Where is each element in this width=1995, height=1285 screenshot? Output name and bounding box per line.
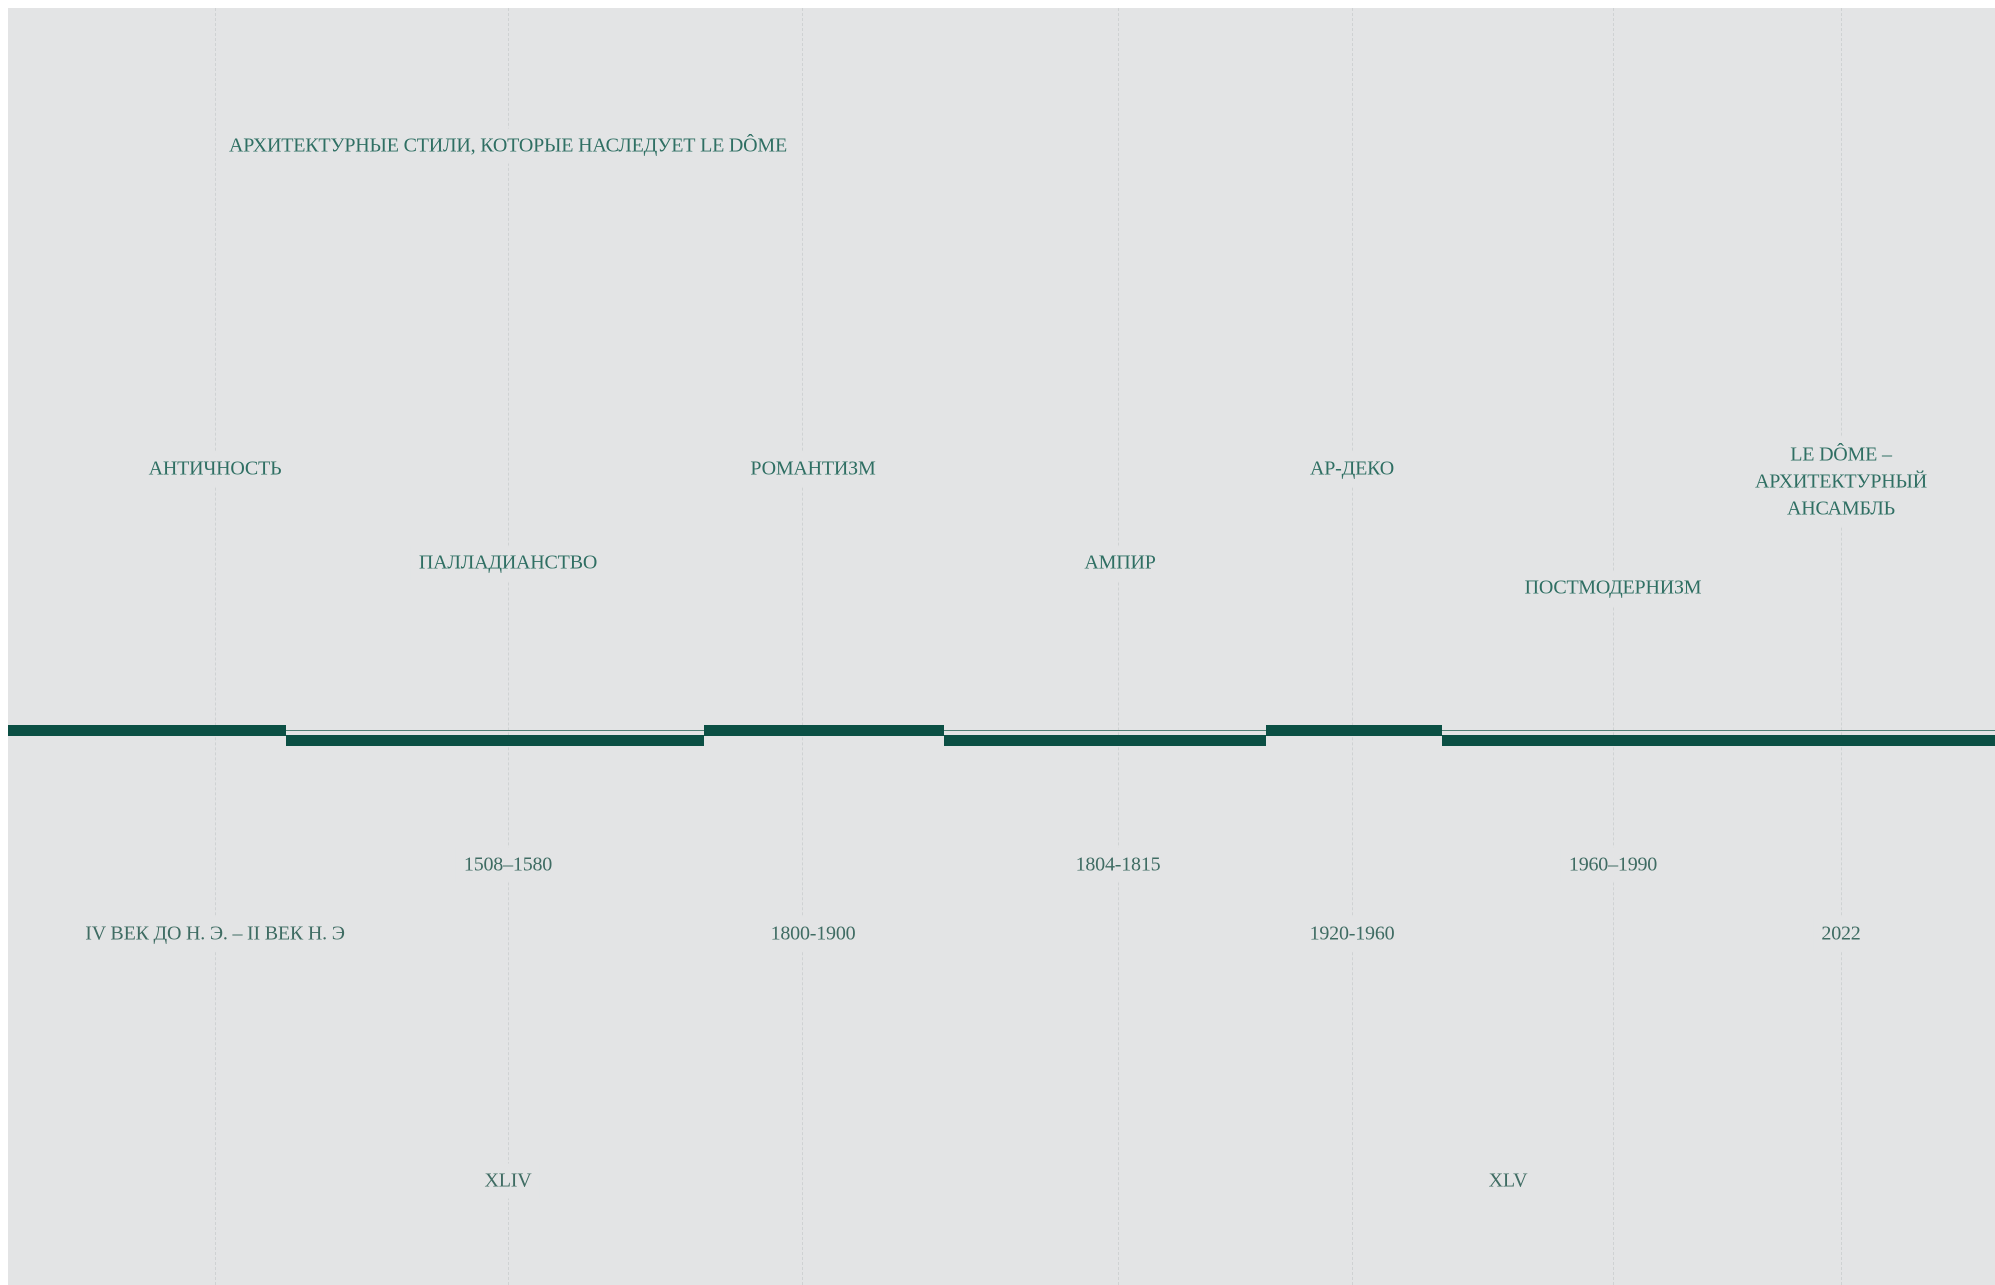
axis-segment <box>1442 735 1995 746</box>
style-name-postmodernism: ПОСТМОДЕРНИЗМ <box>1516 570 1710 606</box>
gridline-palladianism <box>508 8 509 1285</box>
style-name-art-deco: АР-ДЕКО <box>1302 451 1402 487</box>
style-dates-palladianism: 1508–1580 <box>455 847 561 883</box>
timeline-panel: АРХИТЕКТУРНЫЕ СТИЛИ, КОТОРЫЕ НАСЛЕДУЕТ L… <box>8 8 1995 1285</box>
axis-segment <box>8 725 286 736</box>
gridline-le-dome <box>1841 8 1842 1285</box>
style-name-palladianism: ПАЛЛАДИАНСТВО <box>410 545 606 581</box>
style-dates-art-deco: 1920-1960 <box>1301 916 1403 952</box>
page-title: АРХИТЕКТУРНЫЕ СТИЛИ, КОТОРЫЕ НАСЛЕДУЕТ L… <box>221 128 795 164</box>
century-label: XLIV <box>476 1163 540 1199</box>
axis-segment <box>286 735 704 746</box>
timeline-axis <box>8 722 1995 752</box>
style-dates-antiquity: IV ВЕК ДО Н. Э. – II ВЕК Н. Э <box>77 916 353 952</box>
century-label: XLV <box>1480 1163 1536 1199</box>
style-dates-empire: 1804-1815 <box>1067 847 1169 883</box>
gridline-antiquity <box>215 8 216 1285</box>
style-dates-romanticism: 1800-1900 <box>762 916 864 952</box>
gridline-empire <box>1118 8 1119 1285</box>
gridline-romanticism <box>802 8 803 1285</box>
style-name-le-dome: LE DÔME – АРХИТЕКТУРНЫЙ АНСАМБЛЬ <box>1728 437 1954 527</box>
style-name-romanticism: РОМАНТИЗМ <box>742 451 884 487</box>
axis-segment <box>1266 725 1442 736</box>
style-dates-postmodernism: 1960–1990 <box>1560 847 1666 883</box>
style-name-antiquity: АНТИЧНОСТЬ <box>140 451 290 487</box>
axis-segment <box>944 735 1266 746</box>
gridline-art-deco <box>1352 8 1353 1285</box>
axis-line <box>8 730 1995 731</box>
style-dates-le-dome: 2022 <box>1813 916 1869 952</box>
axis-segment <box>704 725 944 736</box>
gridline-postmodernism <box>1613 8 1614 1285</box>
style-name-empire: АМПИР <box>1076 545 1164 581</box>
